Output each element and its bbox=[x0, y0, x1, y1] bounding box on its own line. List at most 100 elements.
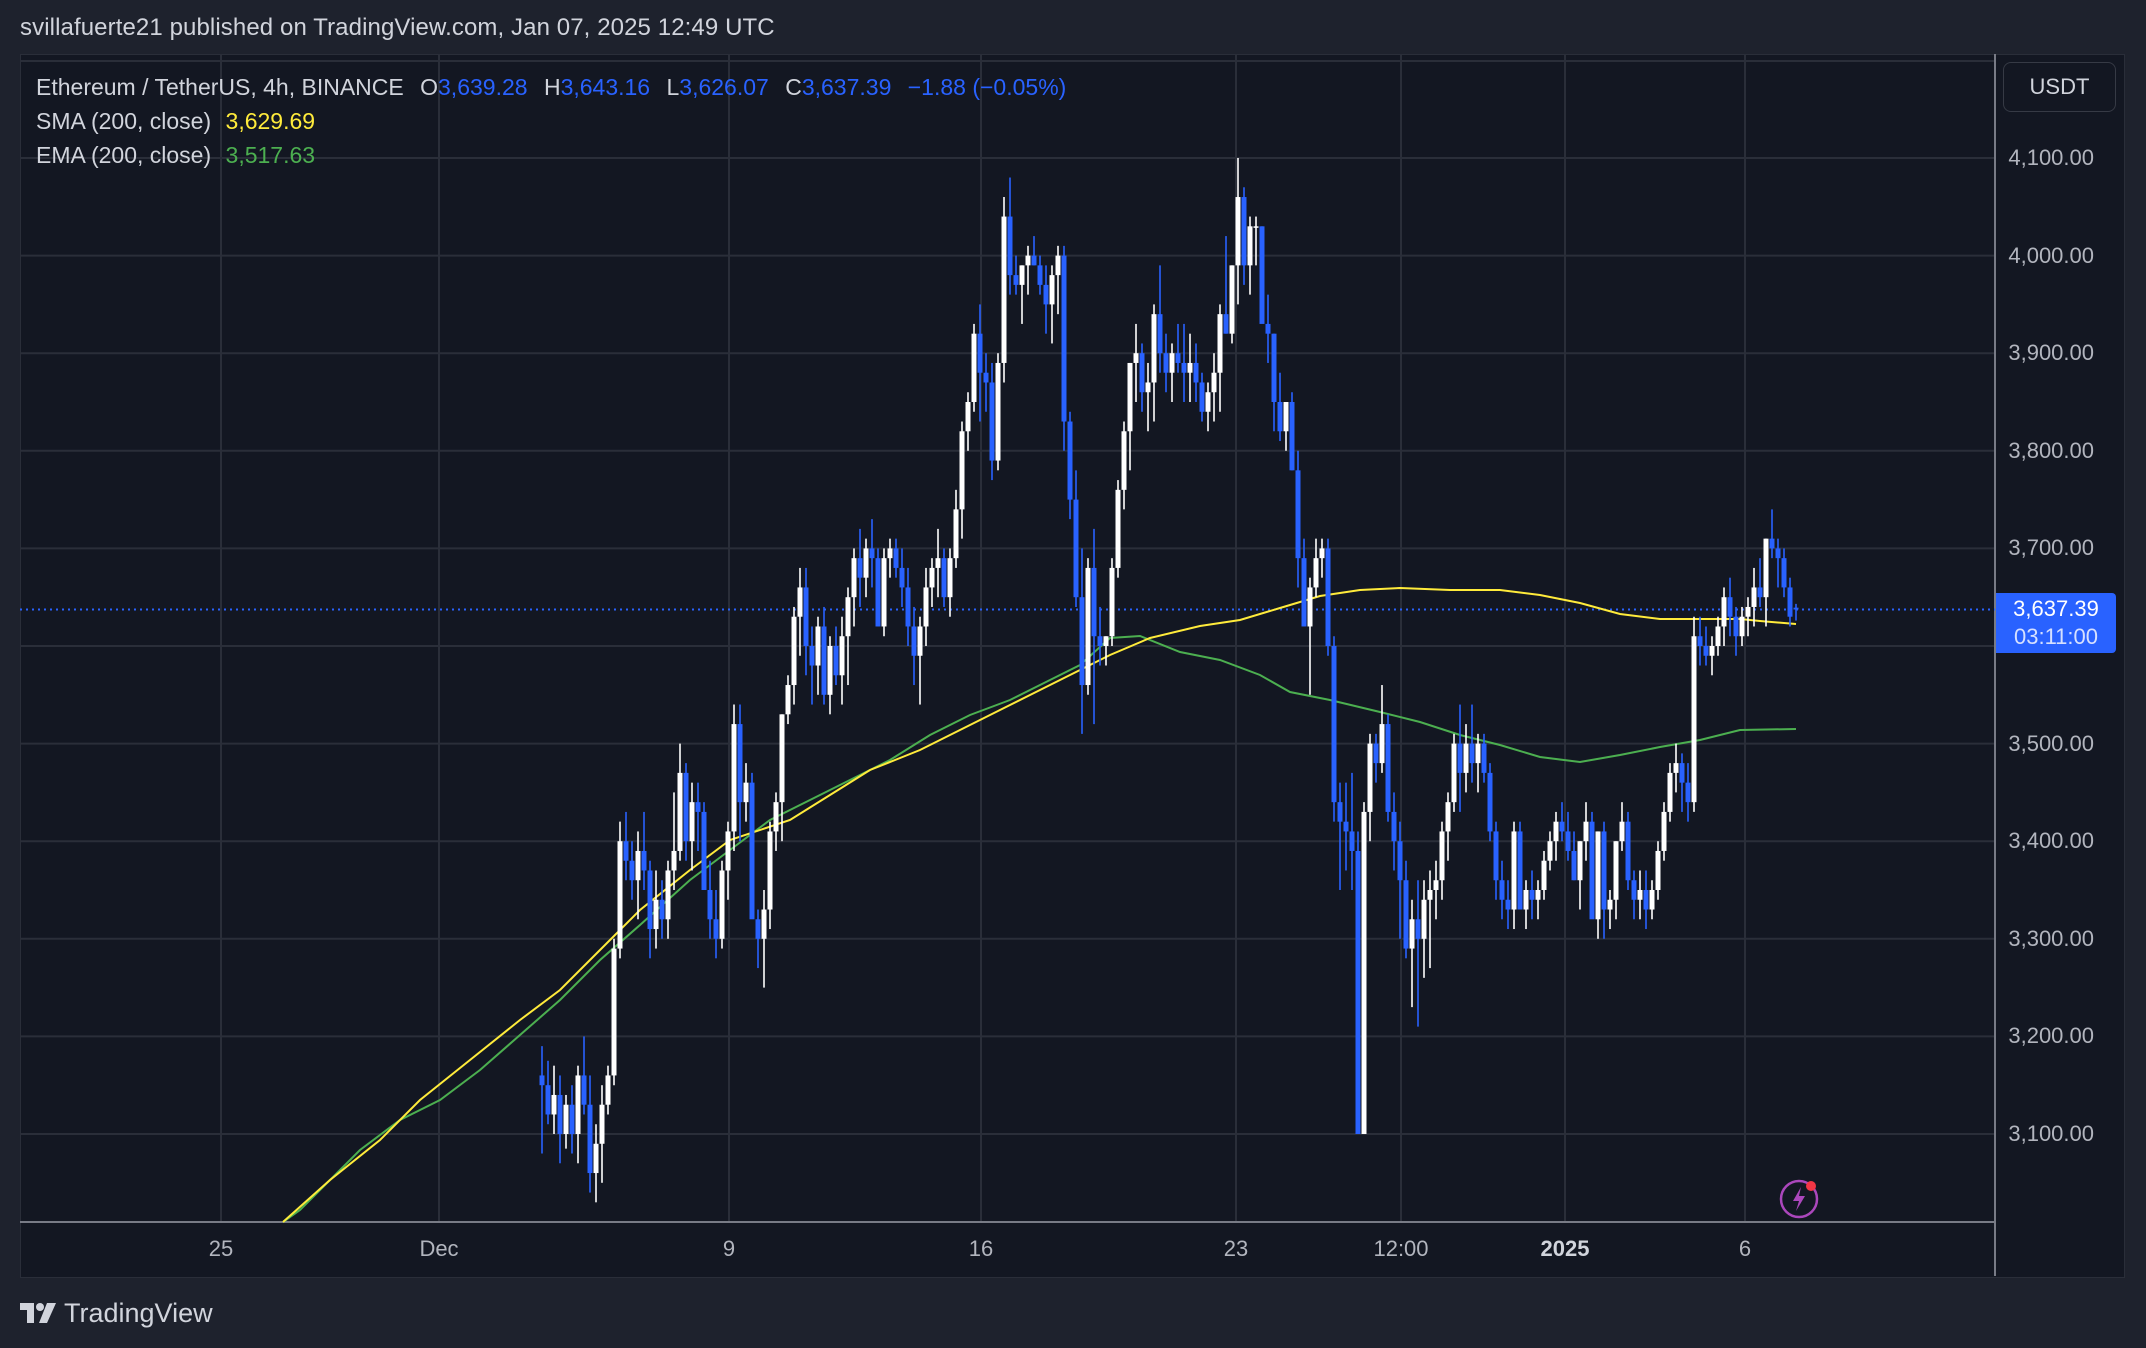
candle bbox=[1007, 216, 1013, 276]
candle bbox=[839, 636, 845, 676]
price-tick: 4,100.00 bbox=[2008, 145, 2094, 170]
last-price: 3,637.39 bbox=[2013, 596, 2099, 621]
candle bbox=[1511, 831, 1517, 910]
candle bbox=[629, 860, 635, 881]
candle bbox=[653, 899, 659, 930]
candle bbox=[1793, 607, 1799, 610]
candle bbox=[1577, 841, 1583, 881]
candle bbox=[1499, 880, 1505, 900]
candle bbox=[965, 402, 971, 432]
candle bbox=[1373, 743, 1379, 764]
candle bbox=[1475, 743, 1481, 764]
candle bbox=[1565, 831, 1571, 851]
candle bbox=[977, 333, 983, 373]
candle bbox=[1463, 743, 1469, 773]
candle bbox=[1127, 362, 1133, 432]
candle bbox=[791, 616, 797, 686]
candle bbox=[1067, 421, 1073, 500]
candle bbox=[545, 1085, 551, 1115]
ema-label: EMA (200, close) bbox=[36, 142, 212, 168]
candle bbox=[755, 919, 761, 939]
candle bbox=[785, 685, 791, 715]
candle bbox=[749, 782, 755, 920]
candle bbox=[1451, 743, 1457, 803]
candle bbox=[1445, 802, 1451, 832]
currency-button[interactable]: USDT bbox=[2003, 62, 2116, 112]
candle bbox=[1367, 743, 1373, 812]
candle bbox=[737, 724, 743, 803]
change-value: −1.88 (−0.05%) bbox=[907, 74, 1067, 100]
candle bbox=[623, 841, 629, 861]
time-tick: 9 bbox=[722, 1236, 736, 1261]
time-tick: Dec bbox=[419, 1236, 459, 1261]
candle bbox=[1277, 402, 1283, 432]
candle bbox=[1589, 821, 1595, 920]
sma-legend-row[interactable]: SMA (200, close) 3,629.69 bbox=[36, 104, 1066, 138]
candle bbox=[1295, 470, 1301, 559]
candle bbox=[821, 626, 827, 695]
candle bbox=[581, 1075, 587, 1105]
candle bbox=[1595, 831, 1601, 920]
candle bbox=[761, 909, 767, 939]
candle bbox=[845, 597, 851, 637]
ohlc-row[interactable]: Ethereum / TetherUS, 4h, BINANCE O3,639.… bbox=[36, 74, 1067, 100]
candle bbox=[1175, 353, 1181, 363]
candle bbox=[1133, 353, 1139, 363]
candle bbox=[1385, 724, 1391, 812]
lightning-icon[interactable] bbox=[1778, 1178, 1820, 1220]
candle bbox=[1427, 890, 1433, 900]
candle bbox=[1703, 646, 1709, 656]
candle bbox=[929, 567, 935, 588]
candle bbox=[1109, 567, 1115, 637]
tradingview-logo-icon bbox=[20, 1302, 56, 1323]
sma-label: SMA (200, close) bbox=[36, 108, 212, 134]
candle bbox=[1019, 265, 1025, 285]
low-value: 3,626.07 bbox=[679, 74, 769, 100]
candle bbox=[1787, 587, 1793, 617]
candle bbox=[851, 558, 857, 598]
time-tick: 25 bbox=[208, 1236, 234, 1261]
candle bbox=[1253, 226, 1259, 228]
candle bbox=[923, 587, 929, 627]
candle bbox=[1667, 772, 1673, 812]
candle bbox=[1619, 821, 1625, 842]
candle bbox=[881, 558, 887, 627]
candle bbox=[1739, 616, 1745, 637]
price-tick: 3,100.00 bbox=[2008, 1121, 2094, 1146]
candle bbox=[683, 772, 689, 842]
candle bbox=[1733, 616, 1739, 637]
ema-line bbox=[282, 634, 1797, 1223]
candle bbox=[1307, 587, 1313, 627]
candle bbox=[1571, 850, 1577, 881]
candle bbox=[1103, 636, 1109, 646]
candle bbox=[1223, 314, 1229, 334]
candle bbox=[1757, 587, 1763, 598]
candle bbox=[1289, 402, 1295, 471]
symbol-title[interactable]: Ethereum / TetherUS, 4h, BINANCE bbox=[36, 74, 404, 100]
candle bbox=[1631, 880, 1637, 900]
candle bbox=[1781, 558, 1787, 588]
chart-frame[interactable] bbox=[20, 54, 2125, 1278]
candle bbox=[1379, 724, 1385, 764]
candle bbox=[731, 724, 737, 832]
candle bbox=[1157, 314, 1163, 354]
candle bbox=[1145, 382, 1151, 393]
candle bbox=[809, 646, 815, 666]
candle bbox=[1637, 890, 1643, 900]
price-tick: 3,800.00 bbox=[2008, 437, 2094, 463]
price-tick: 3,500.00 bbox=[2008, 730, 2094, 756]
tradingview-logo[interactable]: TradingView bbox=[20, 1298, 213, 1329]
candle bbox=[1607, 899, 1613, 910]
candle bbox=[1721, 597, 1727, 627]
sma-value: 3,629.69 bbox=[225, 108, 316, 134]
candle bbox=[953, 509, 959, 559]
candle bbox=[1331, 646, 1337, 803]
candle bbox=[1049, 275, 1055, 305]
candle bbox=[1031, 255, 1037, 266]
price-scale[interactable]: 4,100.00 4,000.00 3,900.00 3,800.00 3,700.00… bbox=[1996, 54, 2124, 1276]
candle bbox=[611, 948, 617, 1076]
ema-legend-row[interactable]: EMA (200, close) 3,517.63 bbox=[36, 138, 1066, 172]
candle bbox=[1241, 197, 1247, 266]
candle bbox=[875, 558, 881, 627]
